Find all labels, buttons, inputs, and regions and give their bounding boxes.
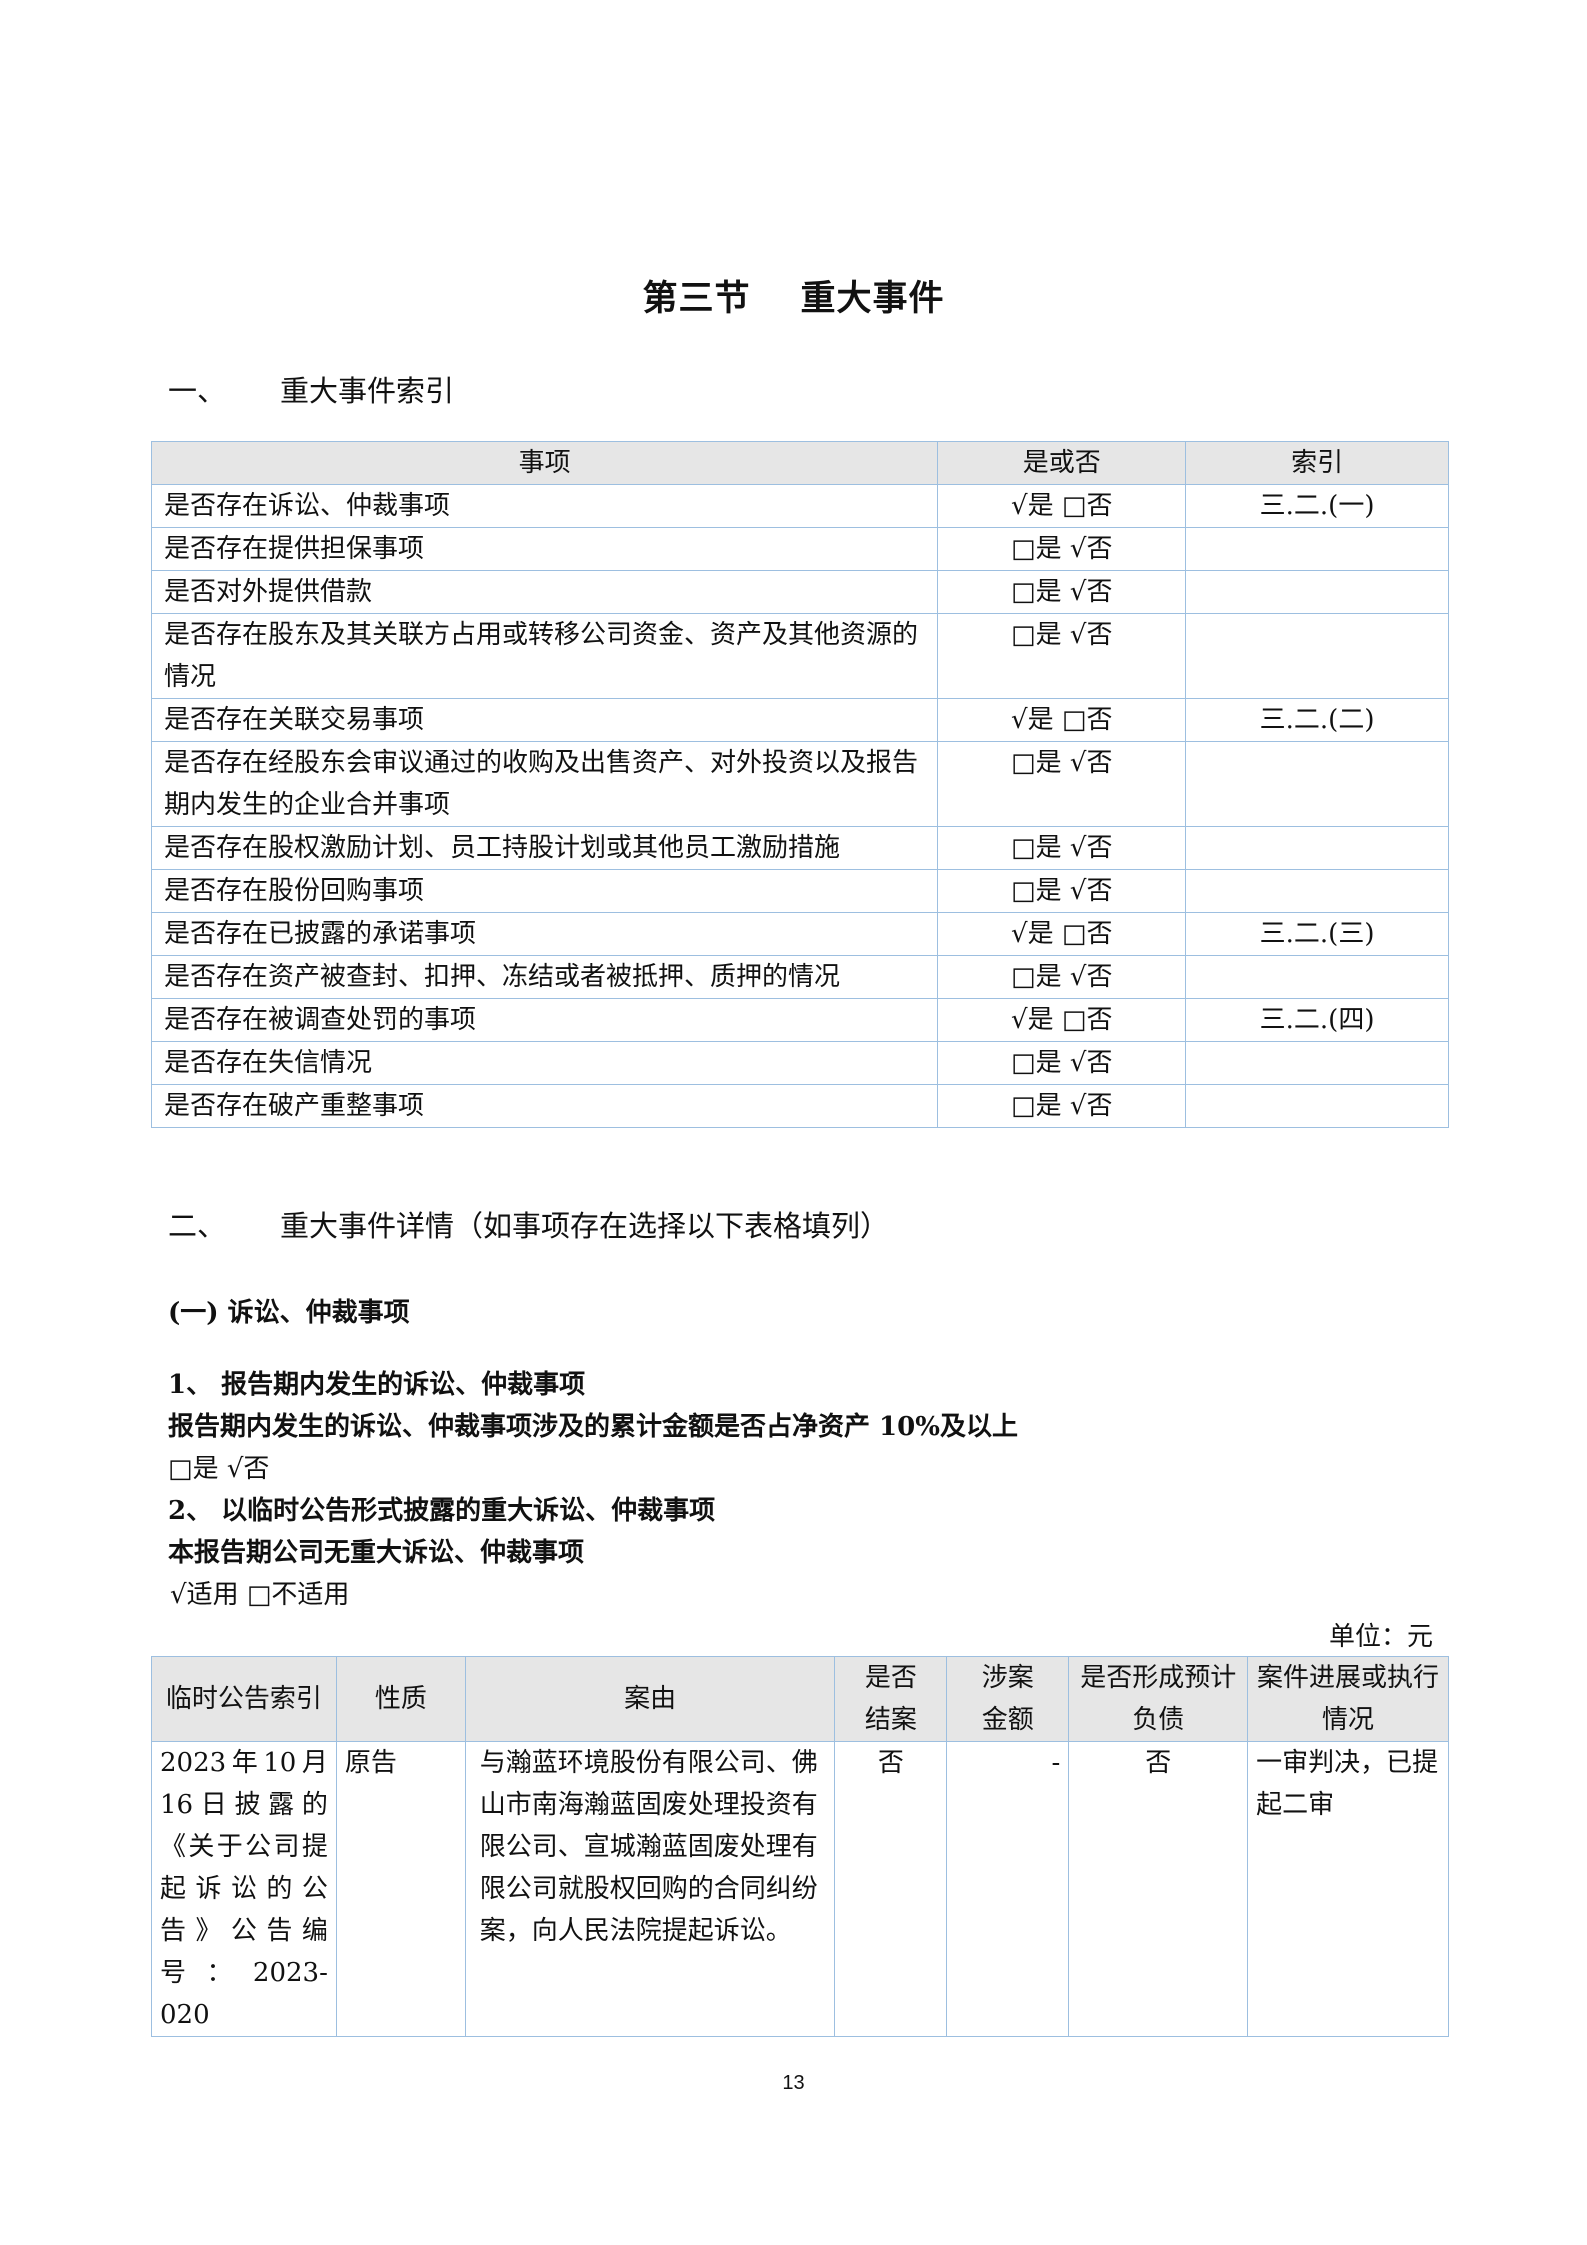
- cell-item: 是否对外提供借款: [150, 570, 939, 614]
- cell-answer: □是 √否: [937, 955, 1187, 999]
- unit-label: 单位：元: [1328, 1622, 1433, 1652]
- cell-index: 三.二.(二): [1185, 698, 1449, 742]
- table-row: 是否存在已披露的承诺事项 √是 □否 三.二.(三): [150, 912, 1449, 956]
- cell-index: [1185, 527, 1449, 571]
- cell-item: 是否存在资产被查封、扣押、冻结或者被抵押、质押的情况: [150, 955, 939, 999]
- table-row: 是否存在经股东会审议通过的收购及出售资产、对外投资以及报告期内发生的企业合并事项…: [150, 741, 1449, 827]
- cell-item: 是否存在股份回购事项: [150, 869, 939, 913]
- table-row: 是否存在失信情况 □是 √否: [150, 1041, 1449, 1085]
- cell-answer: □是 √否: [937, 1084, 1187, 1128]
- cell-answer: □是 √否: [937, 570, 1187, 614]
- section1-heading: 一、 重大事件索引: [168, 368, 454, 410]
- cell-item: 是否存在已披露的承诺事项: [150, 912, 939, 956]
- cell-index: [1185, 869, 1449, 913]
- cell-answer: □是 √否: [937, 1041, 1187, 1085]
- header-closed: 是否结案: [834, 1656, 948, 1742]
- cell-index: [1185, 826, 1449, 870]
- table-row: 是否存在股份回购事项 □是 √否: [150, 869, 1449, 913]
- table-row: 是否存在诉讼、仲裁事项 √是 □否 三.二.(一): [150, 484, 1449, 528]
- cell-closed: 否: [834, 1741, 948, 2037]
- header-nature: 性质: [335, 1656, 466, 1742]
- cell-answer: √是 □否: [937, 484, 1187, 528]
- event-index-table: 事项 是或否 索引 是否存在诉讼、仲裁事项 √是 □否 三.二.(一) 是否存在提供担…: [150, 441, 1449, 1128]
- applicable-checkbox: √适用 □不适用: [170, 1580, 350, 1610]
- table-row: 是否存在破产重整事项 □是 √否: [150, 1084, 1449, 1128]
- table-row: 是否存在资产被查封、扣押、冻结或者被抵押、质押的情况 □是 √否: [150, 955, 1449, 999]
- table-row: 是否存在被调查处罚的事项 √是 □否 三.二.(四): [150, 998, 1449, 1042]
- cell-answer: □是 √否: [937, 869, 1187, 913]
- cell-item: 是否存在提供担保事项: [150, 527, 939, 571]
- checkbox-yes-no: □是 √否: [168, 1454, 270, 1484]
- header-liability: 是否形成预计负债: [1068, 1656, 1249, 1742]
- cell-answer: □是 √否: [937, 613, 1187, 699]
- lawsuit-table: 临时公告索引 性质 案由 是否结案 涉案金额 是否形成预计负债 案件进展或执行情…: [151, 1656, 1449, 2037]
- cell-index: [1185, 1084, 1449, 1128]
- cell-item: 是否存在关联交易事项: [150, 698, 939, 742]
- header-amount: 涉案金额: [946, 1656, 1070, 1742]
- cell-amount: -: [946, 1741, 1070, 2037]
- cell-nature: 原告: [335, 1741, 466, 2037]
- table-row: 是否存在关联交易事项 √是 □否 三.二.(二): [150, 698, 1449, 742]
- header-cause: 案由: [464, 1656, 836, 1742]
- section-number: 一、: [168, 374, 227, 408]
- table-header-row: 事项 是或否 索引: [150, 441, 1449, 485]
- table-header-row: 临时公告索引 性质 案由 是否结案 涉案金额 是否形成预计负债 案件进展或执行情…: [151, 1656, 1449, 1742]
- cell-item: 是否存在失信情况: [150, 1041, 939, 1085]
- header-item: 事项: [150, 441, 939, 485]
- cell-index: 三.二.(四): [1185, 998, 1449, 1042]
- cell-ref: 2023年10月16日披露的《关于公司提起诉讼的公告》公告编号：2023-020: [151, 1741, 337, 2037]
- cell-item: 是否存在诉讼、仲裁事项: [150, 484, 939, 528]
- subsection-heading: (一) 诉讼、仲裁事项: [168, 1298, 410, 1328]
- cell-index: [1185, 741, 1449, 827]
- table-row: 是否存在股东及其关联方占用或转移公司资金、资产及其他资源的情况 □是 √否: [150, 613, 1449, 699]
- table-row: 是否存在提供担保事项 □是 √否: [150, 527, 1449, 571]
- paragraph-4: 2、 以临时公告形式披露的重大诉讼、仲裁事项: [168, 1496, 716, 1526]
- cell-index: [1185, 613, 1449, 699]
- cell-index: [1185, 570, 1449, 614]
- header-index: 索引: [1185, 441, 1449, 485]
- cell-index: 三.二.(一): [1185, 484, 1449, 528]
- header-ref: 临时公告索引: [151, 1656, 337, 1742]
- section-number: 二、: [168, 1209, 227, 1243]
- cell-cause: 与瀚蓝环境股份有限公司、佛山市南海瀚蓝固废处理投资有限公司、宣城瀚蓝固废处理有限…: [464, 1741, 836, 2037]
- cell-answer: √是 □否: [937, 698, 1187, 742]
- title-part1: 第三节: [642, 279, 751, 319]
- cell-liability: 否: [1068, 1741, 1249, 2037]
- paragraph-1: 1、 报告期内发生的诉讼、仲裁事项: [168, 1370, 586, 1400]
- cell-answer: □是 √否: [937, 741, 1187, 827]
- page-title: 第三节 重大事件: [0, 270, 1587, 321]
- table-row: 2023年10月16日披露的《关于公司提起诉讼的公告》公告编号：2023-020…: [151, 1741, 1449, 2037]
- cell-progress: 一审判决，已提起二审: [1247, 1741, 1449, 2037]
- cell-item: 是否存在被调查处罚的事项: [150, 998, 939, 1042]
- cell-answer: √是 □否: [937, 998, 1187, 1042]
- header-answer: 是或否: [937, 441, 1187, 485]
- table-row: 是否对外提供借款 □是 √否: [150, 570, 1449, 614]
- paragraph-2: 报告期内发生的诉讼、仲裁事项涉及的累计金额是否占净资产 10%及以上: [168, 1412, 1018, 1442]
- cell-answer: □是 √否: [937, 527, 1187, 571]
- section-title: 重大事件索引: [280, 374, 455, 408]
- section2-heading: 二、 重大事件详情（如事项存在选择以下表格填列）: [168, 1203, 889, 1245]
- cell-item: 是否存在破产重整事项: [150, 1084, 939, 1128]
- cell-index: 三.二.(三): [1185, 912, 1449, 956]
- cell-item: 是否存在经股东会审议通过的收购及出售资产、对外投资以及报告期内发生的企业合并事项: [150, 741, 939, 827]
- cell-item: 是否存在股东及其关联方占用或转移公司资金、资产及其他资源的情况: [150, 613, 939, 699]
- paragraph-5: 本报告期公司无重大诉讼、仲裁事项: [168, 1538, 585, 1568]
- cell-answer: √是 □否: [937, 912, 1187, 956]
- table-row: 是否存在股权激励计划、员工持股计划或其他员工激励措施 □是 √否: [150, 826, 1449, 870]
- page-number: 13: [782, 2072, 805, 2094]
- cell-index: [1185, 955, 1449, 999]
- title-part2: 重大事件: [800, 279, 945, 319]
- cell-index: [1185, 1041, 1449, 1085]
- cell-item: 是否存在股权激励计划、员工持股计划或其他员工激励措施: [150, 826, 939, 870]
- header-progress: 案件进展或执行情况: [1247, 1656, 1449, 1742]
- section-title: 重大事件详情（如事项存在选择以下表格填列）: [280, 1209, 890, 1243]
- cell-answer: □是 √否: [937, 826, 1187, 870]
